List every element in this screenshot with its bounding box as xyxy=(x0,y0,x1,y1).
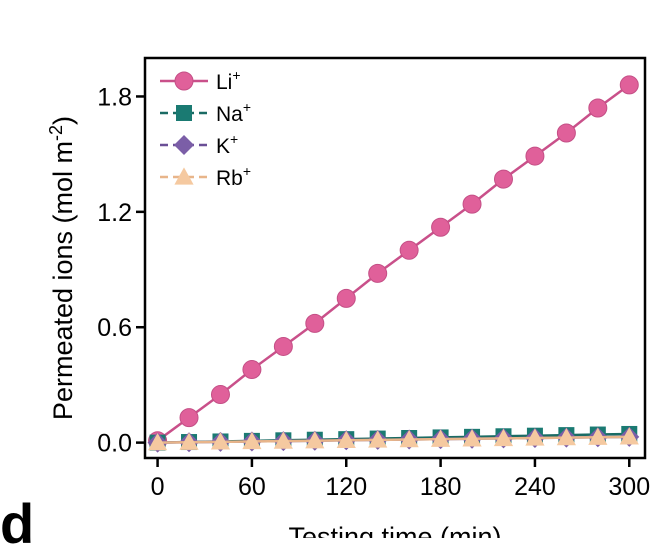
data-point xyxy=(273,431,293,449)
data-point xyxy=(556,123,576,143)
legend-entry-rb: Rb+ xyxy=(160,163,251,190)
y-axis-title: Permeated ions (mol m-2) xyxy=(46,116,78,420)
legend-label: Na+ xyxy=(216,99,251,126)
legend-label: Li+ xyxy=(216,67,241,94)
x-tick-label: 300 xyxy=(608,473,650,501)
data-point xyxy=(368,263,388,283)
y-tick-label: 0.0 xyxy=(97,430,132,458)
x-tick-label: 240 xyxy=(514,473,556,501)
legend-marker xyxy=(174,135,194,155)
data-point xyxy=(525,146,545,166)
y-tick-label: 0.6 xyxy=(97,314,132,342)
legend-marker xyxy=(176,105,192,121)
series-line xyxy=(156,83,631,442)
series-line xyxy=(157,435,630,444)
data-point xyxy=(210,432,231,450)
x-tick-label: 0 xyxy=(151,473,165,501)
series-rb xyxy=(147,427,639,451)
data-point xyxy=(462,429,482,447)
legend-entry-na: Na+ xyxy=(160,99,251,126)
legend-marker xyxy=(174,71,194,91)
data-point xyxy=(210,385,230,405)
y-tick-label: 1.8 xyxy=(97,83,132,111)
data-point xyxy=(399,240,419,260)
data-point xyxy=(147,433,168,451)
data-point xyxy=(462,194,482,214)
x-axis-title: Testing time (min) xyxy=(288,522,501,538)
series-layer xyxy=(147,75,640,453)
legend: Li+ Na+ K+ Rb+ xyxy=(160,67,251,190)
data-point xyxy=(305,313,325,333)
data-point xyxy=(588,427,608,445)
permeation-chart: 0 60 120 180 240 300 0.0 0.6 1.2 1.8 Li+ Na+ K+ Rb+… xyxy=(46,56,650,538)
series-li xyxy=(148,75,639,451)
panel-label: d xyxy=(0,492,35,555)
x-axis: 0 60 120 180 240 300 xyxy=(151,458,650,501)
data-point xyxy=(556,428,576,446)
data-point xyxy=(336,288,356,308)
data-point xyxy=(179,432,199,450)
data-point xyxy=(493,428,514,447)
data-point xyxy=(431,217,451,237)
data-point xyxy=(273,336,293,356)
y-tick-label: 1.2 xyxy=(97,199,132,227)
legend-label: K+ xyxy=(216,131,238,158)
legend-entry-k: K+ xyxy=(160,131,238,158)
data-point xyxy=(619,427,639,445)
y-axis: 0.0 0.6 1.2 1.8 xyxy=(97,83,145,458)
x-tick-label: 180 xyxy=(420,473,462,501)
y-axis-title-superscript: -2 xyxy=(46,125,66,141)
legend-label: Rb+ xyxy=(216,163,251,190)
data-point xyxy=(399,429,419,448)
data-point xyxy=(588,98,608,118)
data-point xyxy=(242,360,262,380)
data-point xyxy=(525,428,545,446)
y-axis-title-main: Permeated ions (mol m xyxy=(48,141,78,420)
data-point xyxy=(242,431,262,450)
legend-marker xyxy=(174,167,194,185)
data-point xyxy=(368,430,388,448)
plot-frame xyxy=(143,56,647,460)
data-point xyxy=(430,429,451,447)
data-point xyxy=(493,169,513,189)
legend-entry-li: Li+ xyxy=(160,67,241,94)
x-tick-label: 60 xyxy=(238,473,266,501)
x-tick-label: 120 xyxy=(325,473,367,501)
data-point xyxy=(336,430,356,448)
data-point xyxy=(619,75,639,95)
data-point xyxy=(179,408,199,428)
y-axis-title-close: ) xyxy=(48,116,78,125)
data-point xyxy=(305,431,325,449)
